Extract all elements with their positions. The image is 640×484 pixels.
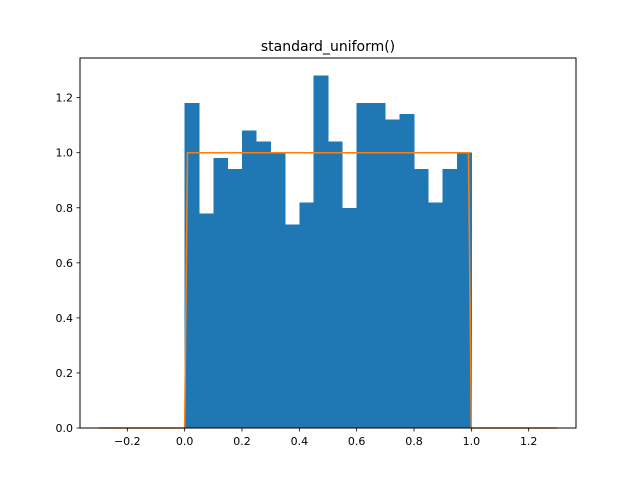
y-axis: 0.0 0.2 0.4 0.6 0.8 1.0 1.2 [56, 92, 80, 435]
histogram-bar [442, 169, 458, 428]
histogram-bar [184, 103, 200, 429]
histogram-bar [414, 169, 429, 428]
histogram-bar [371, 103, 386, 429]
x-tick-label: 0.4 [291, 435, 309, 448]
y-tick-label: 0.2 [56, 367, 74, 380]
histogram-bar [241, 130, 257, 428]
y-tick-label: 1.2 [56, 92, 74, 105]
histogram-bar [428, 202, 444, 428]
y-tick-label: 0.6 [56, 257, 74, 270]
y-tick-label: 0.8 [56, 202, 74, 215]
y-tick-label: 0.4 [56, 312, 74, 325]
axes-frame [79, 57, 577, 429]
x-tick-label: 0.2 [233, 435, 251, 448]
histogram-bar [284, 224, 300, 428]
chart-title: standard_uniform() [261, 39, 395, 55]
histogram-bar [399, 114, 415, 429]
histogram-bar [213, 158, 229, 429]
histogram-bar [328, 141, 343, 428]
y-tick-label: 0.0 [56, 422, 74, 435]
histogram-bar [227, 169, 243, 428]
histogram-bars [184, 75, 472, 429]
histogram-bar [198, 213, 214, 428]
histogram-bar [270, 152, 286, 428]
y-tick-label: 1.0 [56, 147, 74, 160]
x-tick-label: 0.8 [405, 435, 423, 448]
histogram-bar [313, 75, 329, 428]
histogram-bar [356, 103, 372, 429]
histogram-bar [457, 152, 472, 428]
x-tick-label: 1.2 [520, 435, 538, 448]
histogram-bar [385, 119, 401, 429]
histogram-bar [299, 202, 315, 428]
histogram-bar [342, 207, 358, 428]
x-tick-label: −0.2 [114, 435, 141, 448]
x-tick-label: 0.6 [348, 435, 366, 448]
histogram-bar [256, 141, 272, 428]
x-tick-label: 1.0 [463, 435, 481, 448]
x-tick-label: 0.0 [176, 435, 194, 448]
x-axis: −0.2 0.0 0.2 0.4 0.6 0.8 1.0 1.2 [114, 428, 537, 448]
